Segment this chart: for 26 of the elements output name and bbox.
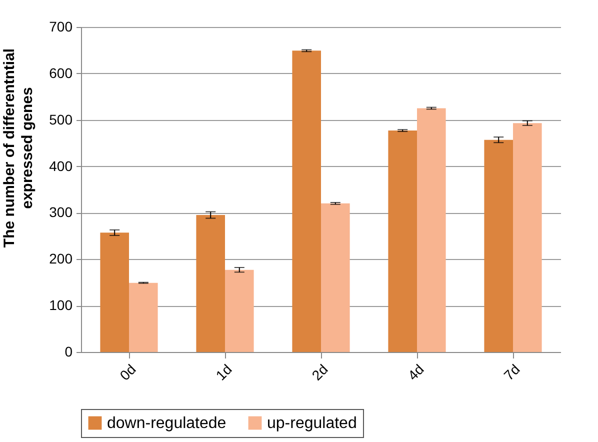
bar bbox=[196, 215, 225, 352]
y-tick-label: 0 bbox=[64, 344, 73, 360]
bar bbox=[388, 130, 417, 352]
bar bbox=[100, 232, 129, 352]
y-tick-label: 600 bbox=[49, 64, 73, 81]
bar bbox=[484, 140, 513, 352]
y-tick-label: 300 bbox=[49, 204, 73, 220]
y-tick-label: 200 bbox=[49, 250, 73, 267]
legend-label: down-regulatede bbox=[107, 415, 226, 432]
y-tick-label: 700 bbox=[49, 18, 73, 34]
y-axis-title: The number of differentntial expressed genes bbox=[1, 47, 37, 250]
bar bbox=[225, 270, 254, 352]
x-tick-label: 0d bbox=[116, 361, 139, 384]
x-tick-label: 7d bbox=[500, 361, 523, 384]
y-tick-label: 400 bbox=[49, 158, 73, 174]
bar bbox=[417, 108, 446, 352]
y-tick-label: 500 bbox=[49, 111, 73, 128]
bar bbox=[513, 123, 542, 352]
legend-label: up-regulated bbox=[267, 415, 357, 432]
x-tick-label: 4d bbox=[404, 361, 427, 384]
bar bbox=[292, 50, 321, 352]
bar bbox=[129, 282, 158, 352]
y-tick-label: 100 bbox=[49, 297, 73, 314]
x-tick-label: 2d bbox=[308, 361, 331, 384]
bar bbox=[321, 203, 350, 352]
x-tick-label: 1d bbox=[212, 361, 235, 384]
